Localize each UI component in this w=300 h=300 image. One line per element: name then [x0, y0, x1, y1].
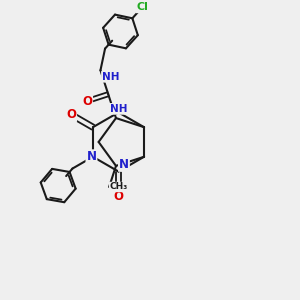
Text: N: N	[119, 158, 129, 171]
Text: NH: NH	[102, 72, 119, 82]
Text: NH: NH	[110, 104, 127, 114]
Text: N: N	[86, 150, 96, 163]
Text: CH₃: CH₃	[110, 182, 128, 191]
Text: Cl: Cl	[136, 2, 148, 12]
Text: O: O	[82, 94, 92, 107]
Text: O: O	[66, 108, 76, 121]
Text: O: O	[113, 190, 124, 203]
